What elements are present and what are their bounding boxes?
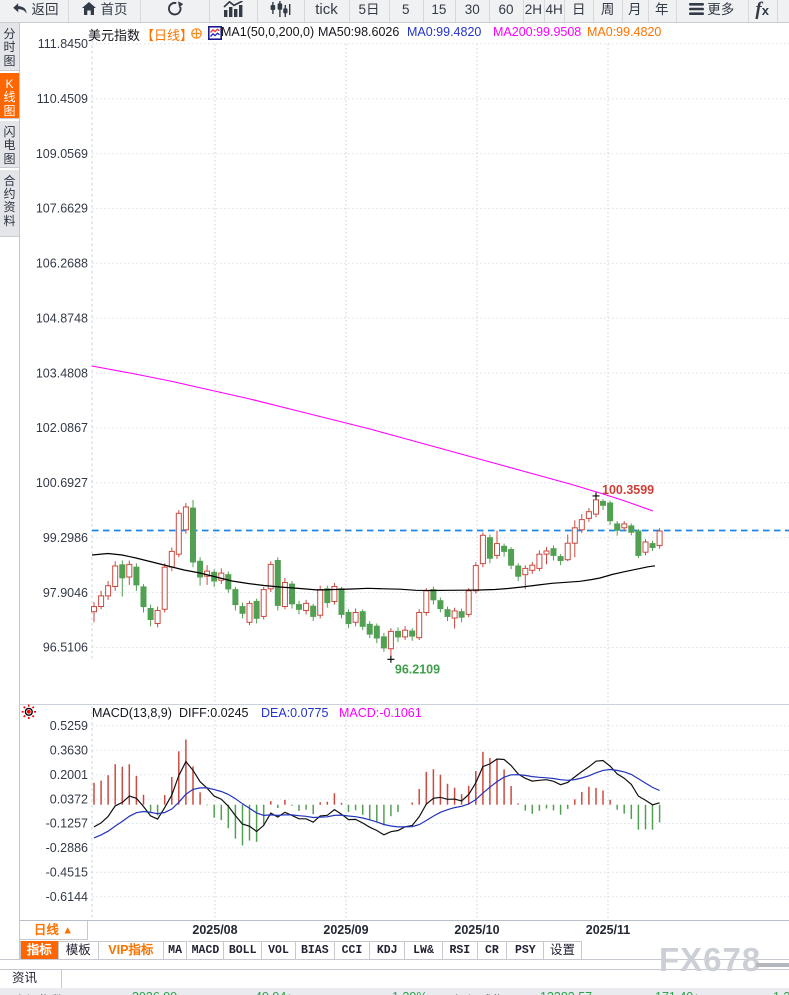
svg-text:-0.6144: -0.6144 [46, 890, 88, 904]
svg-text:0.0372: 0.0372 [50, 792, 88, 806]
svg-text:-0.1257: -0.1257 [46, 817, 88, 831]
svg-text:100.3599: 100.3599 [602, 483, 654, 497]
svg-text:104.8748: 104.8748 [36, 311, 88, 325]
svg-text:106.2688: 106.2688 [36, 257, 88, 271]
svg-text:99.2986: 99.2986 [43, 531, 88, 545]
svg-text:-0.4515: -0.4515 [46, 866, 88, 880]
svg-text:103.4808: 103.4808 [36, 366, 88, 380]
svg-text:0.2001: 0.2001 [50, 768, 88, 782]
svg-text:97.9046: 97.9046 [43, 586, 88, 600]
svg-text:110.4509: 110.4509 [37, 92, 88, 106]
svg-text:0.5259: 0.5259 [50, 719, 88, 733]
svg-text:100.6927: 100.6927 [36, 476, 88, 490]
svg-text:-0.2886: -0.2886 [46, 841, 88, 855]
svg-text:109.0569: 109.0569 [36, 147, 88, 161]
svg-text:111.8450: 111.8450 [38, 37, 88, 51]
svg-text:96.2109: 96.2109 [395, 662, 440, 676]
svg-text:107.6629: 107.6629 [36, 202, 88, 216]
svg-text:96.5106: 96.5106 [43, 641, 88, 655]
svg-text:102.0867: 102.0867 [36, 421, 88, 435]
svg-text:0.3630: 0.3630 [50, 744, 88, 758]
